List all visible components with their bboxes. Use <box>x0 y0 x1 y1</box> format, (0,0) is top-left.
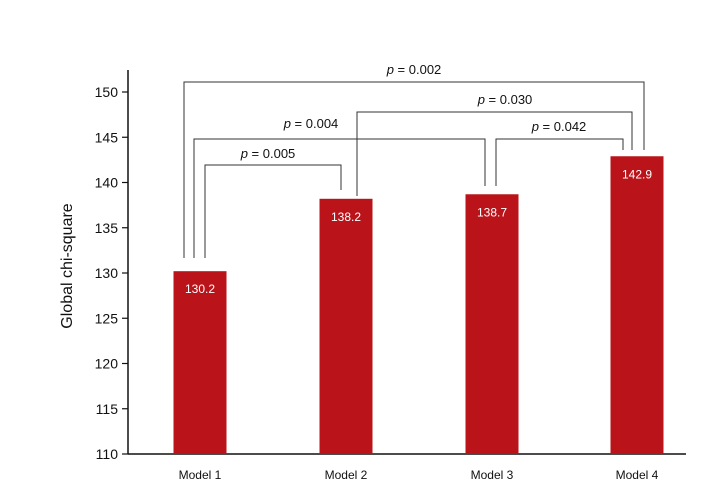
significance-bracket <box>193 138 486 258</box>
p-value-text: = 0.004 <box>291 116 338 131</box>
p-value-text: = 0.030 <box>485 92 532 107</box>
y-tick-label: 120 <box>95 356 119 372</box>
y-axis-label: Global chi-square <box>59 203 76 329</box>
significance-bracket <box>356 111 633 196</box>
p-value-label: p = 0.030 <box>477 92 533 107</box>
category-label: Model 3 <box>471 468 514 482</box>
p-value-label: p = 0.002 <box>386 62 442 77</box>
category-label: Model 2 <box>325 468 368 482</box>
bar <box>610 156 664 454</box>
y-tick-label: 145 <box>95 129 119 145</box>
p-symbol: p <box>240 146 248 161</box>
y-tick-label: 110 <box>96 446 119 462</box>
y-tick-label: 135 <box>95 220 119 236</box>
category-label: Model 4 <box>616 468 659 482</box>
p-value-text: = 0.042 <box>539 119 586 134</box>
y-tick-label: 140 <box>95 175 119 191</box>
p-value-text: = 0.005 <box>248 146 295 161</box>
data-label: 138.2 <box>331 210 361 224</box>
p-symbol: p <box>283 116 291 131</box>
y-tick-label: 115 <box>96 401 119 417</box>
bar <box>465 194 519 454</box>
p-value-text: = 0.002 <box>394 62 441 77</box>
y-tick-label: 150 <box>95 84 119 100</box>
p-symbol: p <box>477 92 485 107</box>
p-value-label: p = 0.005 <box>240 146 296 161</box>
p-symbol: p <box>386 62 394 77</box>
significance-bracket <box>183 81 645 258</box>
bar <box>319 198 373 454</box>
bar <box>173 271 227 454</box>
y-tick-label: 125 <box>95 310 119 326</box>
y-tick-label: 130 <box>95 265 119 281</box>
data-label: 138.7 <box>477 205 507 219</box>
p-value-label: p = 0.042 <box>531 119 587 134</box>
significance-bracket <box>204 164 342 258</box>
category-label: Model 1 <box>179 468 222 482</box>
p-symbol: p <box>531 119 539 134</box>
data-label: 142.9 <box>622 167 652 181</box>
data-label: 130.2 <box>185 282 215 296</box>
p-value-label: p = 0.004 <box>283 116 339 131</box>
significance-bracket <box>495 138 624 186</box>
